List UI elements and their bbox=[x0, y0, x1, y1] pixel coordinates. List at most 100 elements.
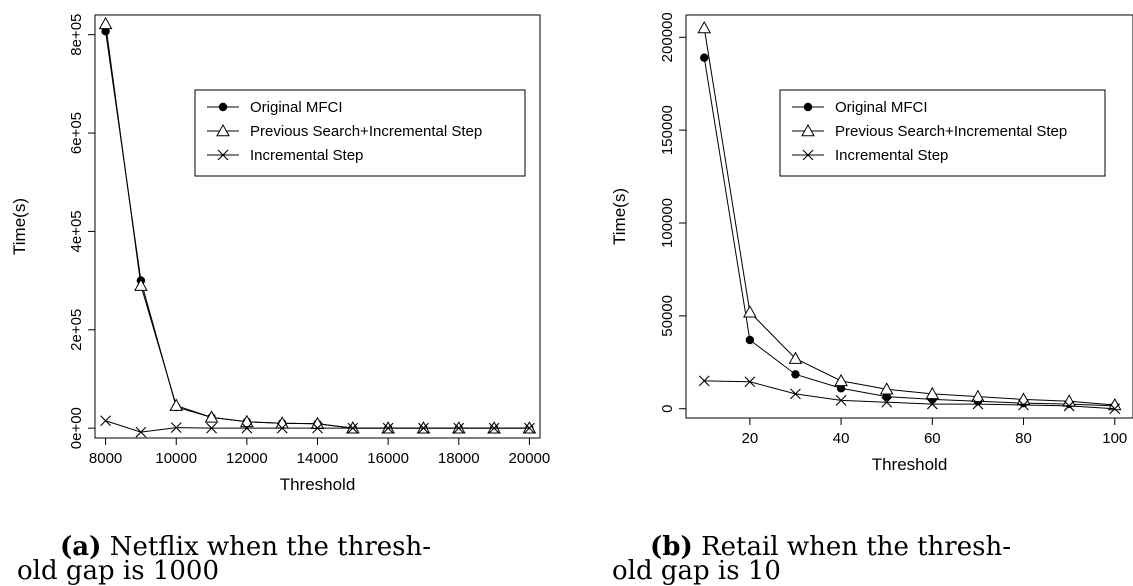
data-point bbox=[134, 278, 148, 291]
data-point bbox=[743, 305, 757, 318]
data-point bbox=[926, 398, 938, 410]
chart-netflix: 8000 10000 12000 14000 16000 18000 20000 0e+00 2… bbox=[10, 14, 550, 494]
data-point bbox=[881, 396, 893, 408]
data-point bbox=[347, 422, 359, 434]
chart-retail: 20 40 60 80 100 0 50000 100000 150000 200000 Thres… bbox=[610, 12, 1133, 474]
data-point bbox=[276, 422, 288, 434]
data-point bbox=[700, 53, 709, 62]
data-point bbox=[835, 394, 847, 406]
x-tick-label: 40 bbox=[833, 430, 850, 447]
data-point bbox=[791, 370, 800, 379]
series-triangle bbox=[697, 20, 1122, 411]
data-point bbox=[524, 422, 535, 434]
data-point bbox=[418, 422, 429, 434]
caption-b-line1: Retail when the thresh- bbox=[701, 532, 1011, 562]
data-point bbox=[240, 414, 254, 428]
series-triangle bbox=[98, 16, 537, 434]
legend-marker bbox=[217, 149, 229, 161]
caption-a-line1: Netflix when the thresh- bbox=[109, 532, 432, 562]
legend-marker bbox=[801, 123, 815, 137]
data-point bbox=[698, 375, 710, 387]
data-point bbox=[788, 351, 803, 364]
y-axis-label: Time(s) bbox=[610, 188, 629, 245]
legend-label: Original MFCI bbox=[835, 99, 928, 116]
data-point bbox=[98, 16, 113, 30]
legend-frame bbox=[779, 89, 1106, 177]
series-line bbox=[105, 23, 530, 429]
series-line bbox=[704, 380, 1115, 410]
data-point bbox=[834, 373, 848, 387]
data-point bbox=[241, 422, 253, 434]
data-point bbox=[453, 422, 465, 434]
data-point bbox=[1063, 400, 1075, 412]
y-tick-label: 200000 bbox=[659, 12, 676, 62]
data-point bbox=[882, 392, 891, 401]
x-axis-label: Threshold bbox=[872, 455, 948, 474]
data-point bbox=[1109, 403, 1121, 415]
legend-frame bbox=[194, 89, 526, 177]
data-point bbox=[790, 388, 801, 400]
x-tick-label: 20000 bbox=[509, 450, 551, 467]
y-tick-label: 50000 bbox=[659, 295, 676, 337]
data-point bbox=[100, 415, 111, 427]
data-point bbox=[925, 386, 940, 400]
caption-b: (b) Retail when the thresh- bbox=[650, 525, 1011, 569]
y-tick-label: 6e+05 bbox=[68, 112, 85, 154]
y-tick-label: 0 bbox=[659, 405, 676, 413]
data-point bbox=[972, 398, 984, 410]
data-point bbox=[836, 384, 846, 393]
plot-frame bbox=[94, 14, 541, 439]
data-point bbox=[135, 426, 147, 438]
series-cross bbox=[100, 415, 535, 438]
data-point bbox=[169, 398, 184, 411]
data-point bbox=[697, 20, 712, 34]
legend-label: Incremental Step bbox=[250, 147, 363, 164]
y-tick-label: 4e+05 bbox=[68, 210, 85, 252]
caption-a: (a) Netflix when the thresh- bbox=[60, 525, 431, 569]
data-point bbox=[745, 335, 755, 345]
x-tick-label: 100 bbox=[1102, 430, 1127, 447]
data-point bbox=[879, 382, 894, 395]
series-line bbox=[703, 27, 1115, 406]
legend-marker bbox=[218, 102, 228, 112]
legend: Original MFCI Previous Search+Incremental… bbox=[779, 89, 1106, 177]
legend-marker bbox=[216, 123, 230, 137]
data-point bbox=[1107, 397, 1122, 411]
caption-b-tag: (b) bbox=[650, 532, 693, 562]
y-axis-label: Time(s) bbox=[10, 198, 29, 255]
series-cross bbox=[698, 375, 1121, 415]
legend-label: Incremental Step bbox=[835, 147, 948, 164]
x-tick-label: 14000 bbox=[297, 450, 339, 467]
y-tick-label: 8e+05 bbox=[68, 14, 85, 56]
x-tick-label: 60 bbox=[924, 430, 941, 447]
legend-label: Original MFCI bbox=[250, 99, 343, 116]
caption-b-line2: old gap is 10 bbox=[612, 556, 781, 586]
data-point bbox=[1018, 399, 1029, 411]
data-point bbox=[206, 422, 217, 434]
data-point bbox=[204, 410, 219, 423]
legend-label: Previous Search+Incremental Step bbox=[835, 123, 1067, 140]
y-tick-label: 100000 bbox=[659, 198, 676, 248]
legend: Original MFCI Previous Search+Incremental… bbox=[194, 89, 526, 177]
x-tick-label: 10000 bbox=[155, 450, 197, 467]
x-axis-label: Threshold bbox=[280, 475, 356, 494]
caption-a-line2: old gap is 1000 bbox=[17, 556, 220, 586]
data-point bbox=[744, 376, 756, 388]
x-tick-label: 18000 bbox=[438, 450, 480, 467]
x-tick-label: 16000 bbox=[367, 450, 409, 467]
y-tick-label: 150000 bbox=[659, 105, 676, 155]
legend-label: Previous Search+Incremental Step bbox=[250, 123, 482, 140]
caption-a-tag: (a) bbox=[60, 532, 102, 562]
data-point bbox=[310, 416, 325, 430]
legend-marker bbox=[802, 149, 814, 161]
series-line bbox=[703, 57, 1115, 407]
data-point bbox=[488, 422, 500, 434]
data-point bbox=[971, 389, 985, 402]
x-tick-label: 20 bbox=[742, 430, 759, 447]
y-tick-label: 0e+00 bbox=[68, 407, 85, 449]
data-point bbox=[312, 422, 323, 434]
legend-marker bbox=[803, 102, 813, 112]
x-tick-label: 8000 bbox=[89, 450, 122, 467]
x-tick-label: 12000 bbox=[226, 450, 268, 467]
